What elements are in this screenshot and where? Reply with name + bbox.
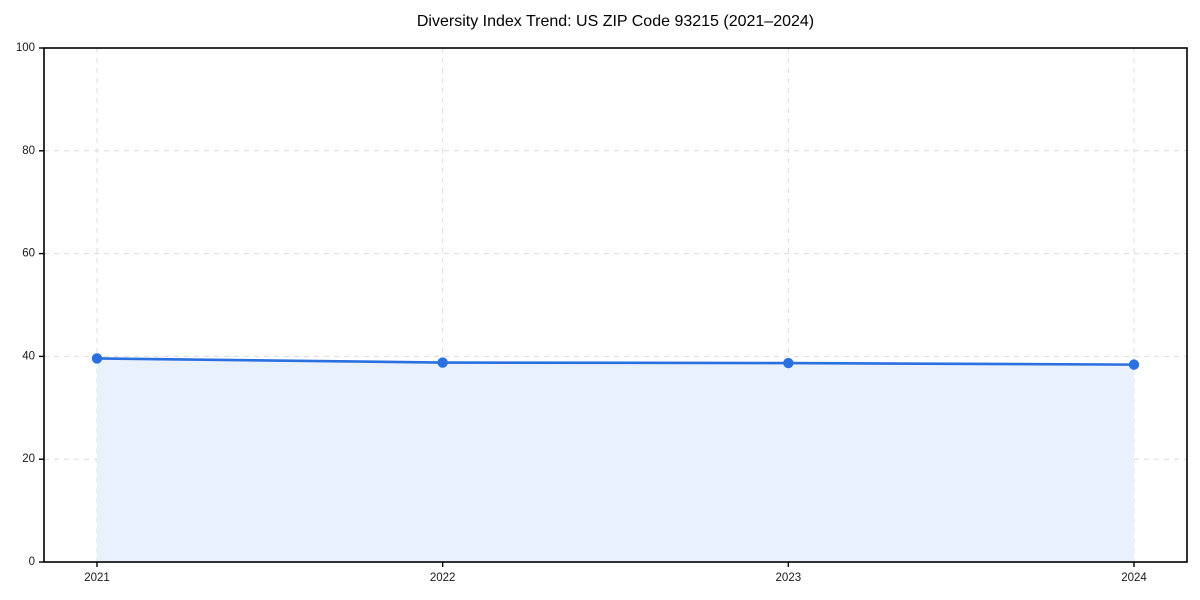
data-point-2023 (783, 357, 794, 369)
data-point-2024 (1128, 359, 1140, 370)
data-point-2022 (437, 357, 448, 368)
area-fill (97, 358, 1134, 562)
chart-title: Diversity Index Trend: US ZIP Code 93215… (416, 13, 815, 30)
x-tick-label: 2024 (1121, 572, 1147, 584)
y-tick-label: 80 (22, 145, 35, 157)
y-tick-label: 40 (22, 350, 35, 362)
trend-line (95, 357, 1136, 366)
y-tick-label: 60 (22, 248, 35, 260)
data-point-2021 (91, 353, 103, 364)
x-tick-label: 2022 (430, 572, 456, 584)
y-tick-label: 0 (29, 556, 35, 568)
x-tick-label: 2021 (84, 572, 110, 584)
y-tick-label: 20 (22, 453, 35, 465)
x-tick-label: 2023 (776, 572, 802, 584)
plot-border (43, 47, 1188, 563)
y-tick-label: 100 (16, 42, 35, 54)
